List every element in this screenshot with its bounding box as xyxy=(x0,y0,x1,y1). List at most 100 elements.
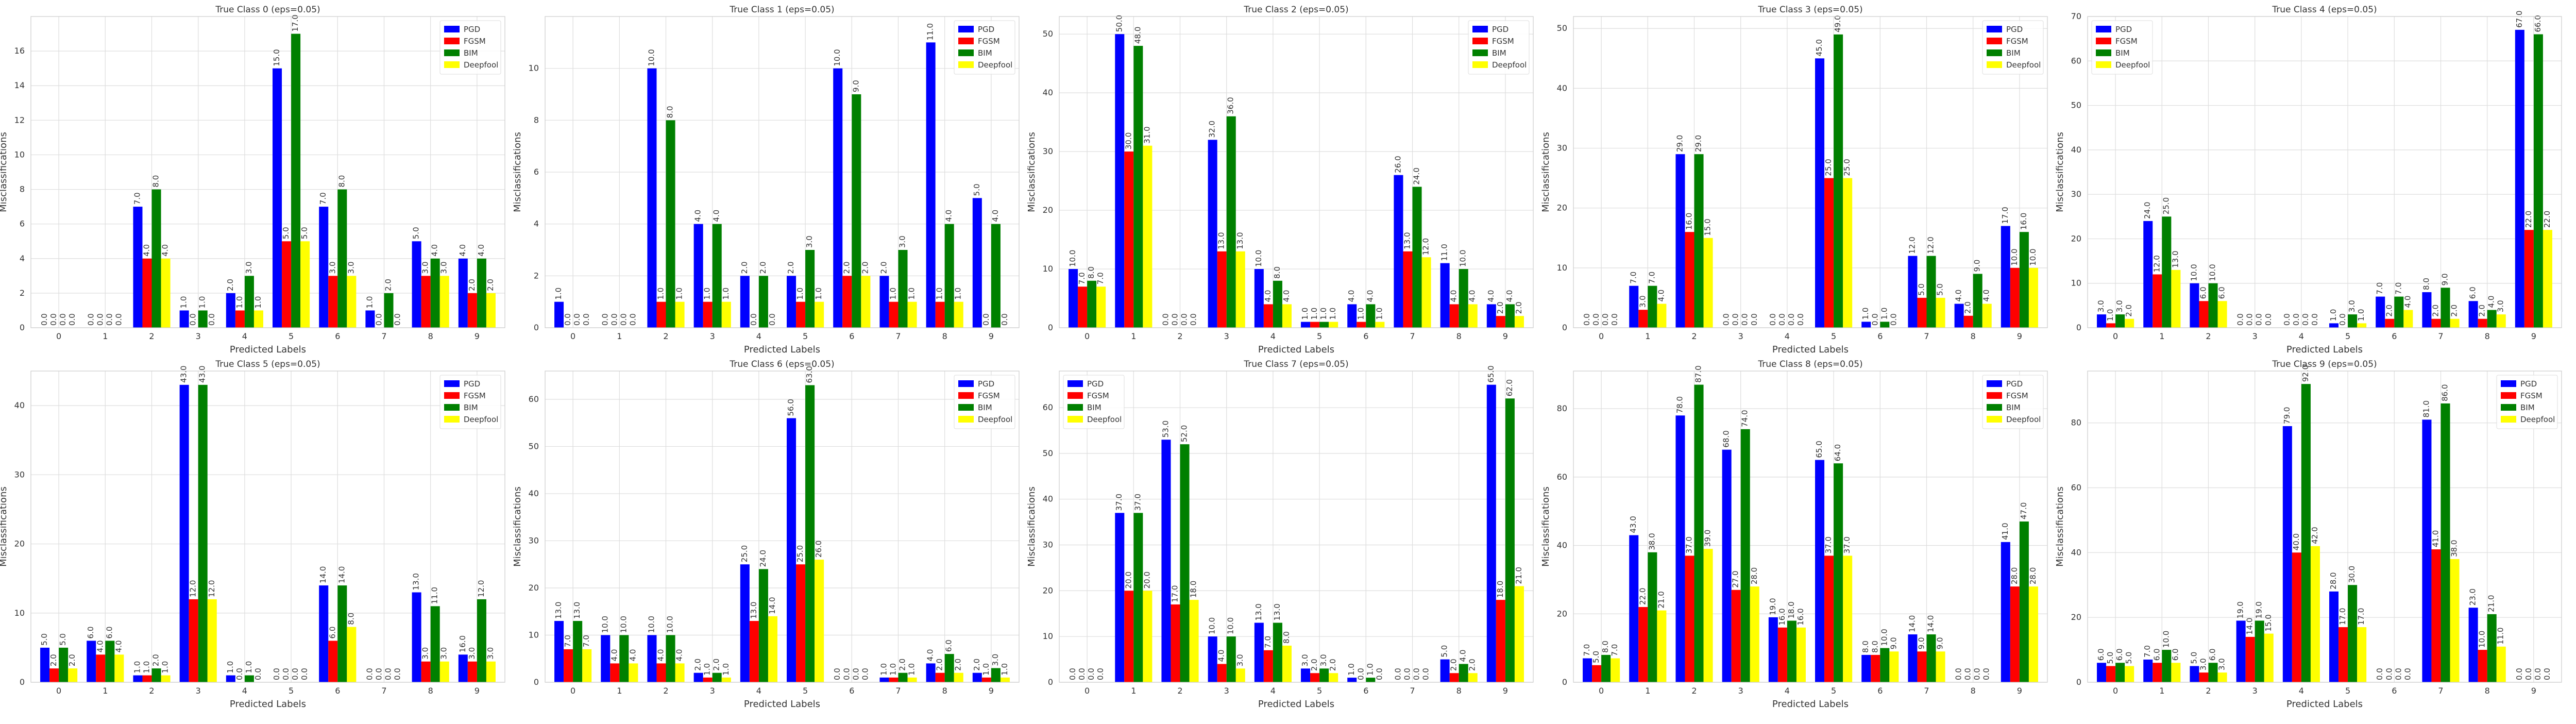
data-label: 18.0 xyxy=(1496,581,1505,598)
legend-box xyxy=(2496,375,2558,429)
bar xyxy=(2348,314,2358,328)
data-label: 19.0 xyxy=(2255,601,2264,618)
y-tick-label: 30 xyxy=(1043,540,1053,550)
y-axis-label: Misclassifications xyxy=(2055,132,2065,212)
data-label: 64.0 xyxy=(1833,444,1842,461)
chart-title: True Class 4 (eps=0.05) xyxy=(2272,5,2377,15)
data-label: 29.0 xyxy=(1675,135,1684,152)
series-deepfool: 5.0 6.03.015.042.017.00.038.011.00.0 xyxy=(2124,527,2552,682)
data-label: 4.0 xyxy=(1459,650,1468,662)
bar xyxy=(2028,267,2038,328)
data-label: 3.0 xyxy=(1638,295,1647,308)
chart-title: True Class 6 (eps=0.05) xyxy=(729,359,834,369)
x-tick-label: 0 xyxy=(2113,686,2118,696)
data-label: 4.0 xyxy=(477,244,486,257)
data-label: 66.0 xyxy=(2533,15,2543,32)
data-label: 7.0 xyxy=(582,635,591,647)
data-label: 5.0 xyxy=(58,633,67,646)
data-label: 0.0 xyxy=(1750,313,1759,326)
data-label: 15.0 xyxy=(1703,218,1713,235)
data-label: 37.0 xyxy=(1842,536,1852,553)
data-label: 13.0 xyxy=(749,602,758,619)
x-tick-label: 7 xyxy=(895,686,901,696)
bar xyxy=(1440,263,1450,328)
data-label: 4.0 xyxy=(1365,290,1375,302)
x-tick-label: 7 xyxy=(1410,331,1415,341)
data-label: 21.0 xyxy=(1656,591,1666,608)
series-deepfool: 7.04.0 4.01.014.026.00.0 1.0 2.0 1.0 xyxy=(582,541,1010,682)
x-tick-label: 3 xyxy=(710,331,715,341)
legend-swatch xyxy=(2501,392,2516,399)
bar xyxy=(1703,238,1713,328)
data-label: 92.0 xyxy=(2301,365,2310,382)
y-tick-label: 70 xyxy=(2071,11,2081,21)
data-label: 0.0 xyxy=(1421,668,1431,680)
legend-label: PGD xyxy=(464,379,480,389)
data-label: 9.0 xyxy=(2441,273,2450,285)
bar xyxy=(1514,586,1524,682)
bar xyxy=(1629,285,1639,328)
bar xyxy=(133,207,143,328)
data-label: 12.0 xyxy=(1926,237,1936,254)
bar xyxy=(1824,555,1834,682)
data-label: 20.0 xyxy=(1142,571,1151,588)
legend-swatch xyxy=(1472,61,1488,68)
data-label: 2.0 xyxy=(2450,305,2459,317)
data-label: 8.0 xyxy=(1861,641,1870,653)
bar xyxy=(40,647,50,682)
series-deepfool: 0.020.018.03.08.02.00.0 0.02.021.0 xyxy=(1096,567,1524,682)
x-tick-label: 3 xyxy=(1224,686,1229,696)
bar xyxy=(1468,304,1478,328)
legend-label: Deepfool xyxy=(978,60,1012,70)
data-label: 9.0 xyxy=(1889,637,1898,649)
data-label: 28.0 xyxy=(2028,567,2038,584)
legend-swatch xyxy=(1472,49,1488,56)
data-label: 3.0 xyxy=(328,261,337,274)
data-label: 12.0 xyxy=(207,580,216,597)
data-label: 13.0 xyxy=(1254,603,1263,620)
chart-title: True Class 1 (eps=0.05) xyxy=(729,5,834,15)
x-tick-label: 6 xyxy=(1877,331,1883,341)
bar xyxy=(2441,288,2450,328)
data-label: 10.0 xyxy=(1226,617,1235,634)
y-tick-label: 10 xyxy=(1043,264,1053,274)
legend-box xyxy=(1468,20,1530,75)
bar xyxy=(161,675,171,682)
bar xyxy=(291,33,301,328)
bar xyxy=(300,241,310,328)
y-tick-label: 6 xyxy=(534,167,539,177)
data-label: 13.0 xyxy=(1235,232,1245,249)
x-tick-label: 5 xyxy=(289,331,294,341)
bar xyxy=(1926,634,1936,682)
bar xyxy=(467,293,477,328)
data-label: 2.0 xyxy=(972,659,981,671)
legend-swatch xyxy=(444,404,460,411)
data-label: 47.0 xyxy=(2019,502,2028,519)
bar xyxy=(1096,287,1106,328)
y-tick-label: 0 xyxy=(1562,677,1567,687)
x-tick-label: 1 xyxy=(103,331,108,341)
plot-frame xyxy=(30,371,505,683)
y-axis-label: Misclassifications xyxy=(1540,132,1551,212)
y-tick-label: 4 xyxy=(534,219,539,229)
bar xyxy=(898,250,908,328)
bar xyxy=(1421,257,1431,328)
x-tick-label: 4 xyxy=(756,686,761,696)
bar xyxy=(2019,521,2029,682)
plot-frame xyxy=(2087,371,2562,683)
data-label: 40.0 xyxy=(2292,533,2301,550)
bar xyxy=(675,301,685,328)
data-label: 0.0 xyxy=(1356,668,1365,680)
legend-swatch xyxy=(1067,380,1083,387)
y-tick-label: 20 xyxy=(1043,585,1053,595)
x-tick-label: 3 xyxy=(2252,686,2258,696)
x-tick-label: 4 xyxy=(242,686,247,696)
data-label: 10.0 xyxy=(1208,617,1217,634)
data-label: 25.0 xyxy=(2161,197,2171,214)
data-label: 3.0 xyxy=(421,647,430,660)
y-tick-label: 0 xyxy=(534,677,539,687)
bar xyxy=(1514,316,1524,328)
bar xyxy=(142,258,152,328)
bar xyxy=(96,654,106,682)
x-tick-label: 5 xyxy=(2345,686,2350,696)
